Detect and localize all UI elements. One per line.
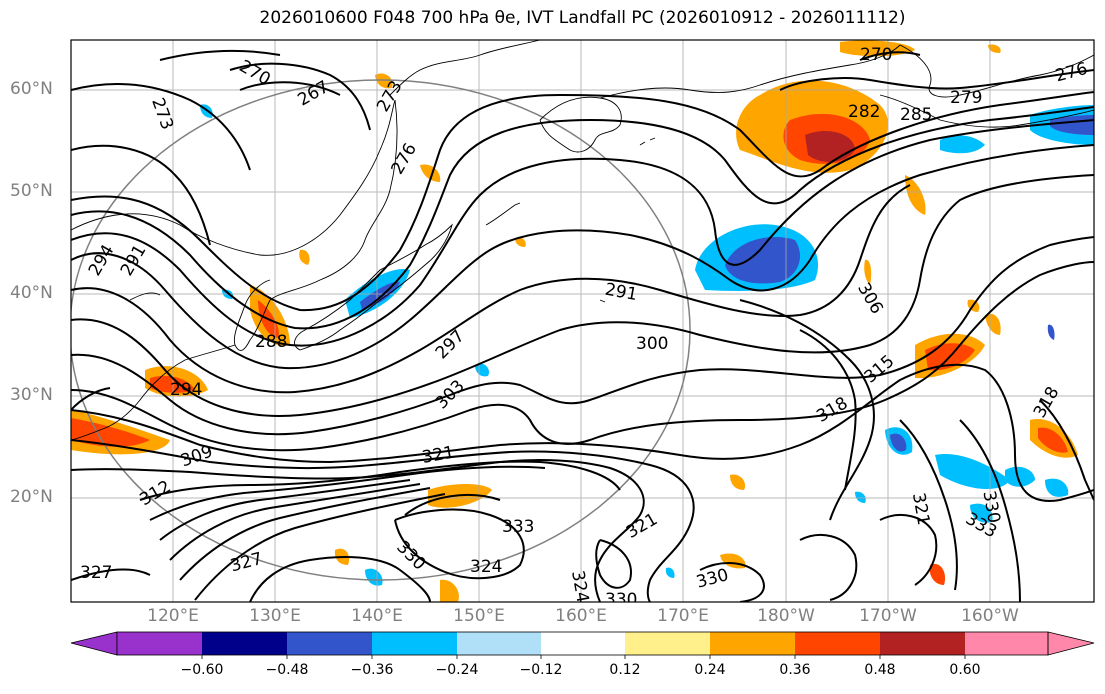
lat-label: 30°N (10, 385, 53, 405)
colorbar-tick-label: 0.24 (694, 662, 726, 678)
colorbar-bin (202, 632, 287, 655)
colorbar-tick-label: 0.48 (864, 662, 896, 678)
lat-label: 60°N (10, 79, 53, 99)
colorbar-tick-label: −0.36 (350, 662, 394, 678)
graticule (71, 40, 1094, 602)
contour-label: 270 (860, 45, 892, 65)
theta-e-contours (71, 49, 1094, 602)
plot-area (71, 40, 1094, 602)
lat-label: 20°N (10, 487, 53, 507)
coastlines (71, 40, 1094, 441)
lat-label: 50°N (10, 181, 53, 201)
colorbar-bin (880, 632, 965, 655)
lon-label: 160°W (961, 606, 1019, 626)
colorbar-bin (710, 632, 795, 655)
colorbar-bin (117, 632, 202, 655)
contour-label: 300 (636, 334, 668, 354)
lon-label: 170°W (859, 606, 917, 626)
colorbar (70, 631, 1095, 659)
contour-label: 333 (502, 517, 534, 537)
landfall-region-circle (71, 79, 691, 581)
lon-label: 180°W (757, 606, 815, 626)
contour-label: 279 (950, 88, 982, 108)
contour-label: 294 (170, 380, 202, 400)
colorbar-tick-label: −0.12 (519, 662, 563, 678)
plot-frame (70, 39, 1095, 603)
colorbar-bin (287, 632, 372, 655)
lon-label: 150°E (453, 606, 505, 626)
lon-label: 170°E (657, 606, 709, 626)
lon-label: 140°E (351, 606, 403, 626)
colorbar-tick-label: 0.12 (609, 662, 641, 678)
contour-label: 330 (605, 590, 637, 610)
colorbar-tick-label: 0.60 (949, 662, 981, 678)
contour-label: 288 (255, 332, 287, 352)
lon-label: 130°E (249, 606, 301, 626)
map-title: 2026010600 F048 700 hPa θe, IVT Landfall… (259, 8, 906, 28)
colorbar-tick-label: −0.60 (180, 662, 224, 678)
lon-label: 120°E (147, 606, 199, 626)
colorbar-bin (372, 632, 457, 655)
colorbar-bin (965, 632, 1048, 655)
contour-label: 327 (80, 563, 112, 583)
contour-label: 282 (848, 102, 880, 122)
lat-label: 40°N (10, 283, 53, 303)
colorbar-bin (795, 632, 880, 655)
colorbar-extend-low (70, 631, 118, 656)
colorbar-extend-high (1047, 631, 1095, 656)
colorbar-bin (457, 632, 541, 655)
colorbar-bin (625, 632, 710, 655)
colorbar-tick-label: −0.24 (435, 662, 479, 678)
contour-label: 285 (900, 105, 932, 125)
colorbar-tick-label: 0.36 (779, 662, 811, 678)
colorbar-tick-label: −0.48 (265, 662, 309, 678)
lon-label: 160°E (555, 606, 607, 626)
contour-label: 324 (470, 557, 502, 577)
colorbar-bin (541, 632, 625, 655)
